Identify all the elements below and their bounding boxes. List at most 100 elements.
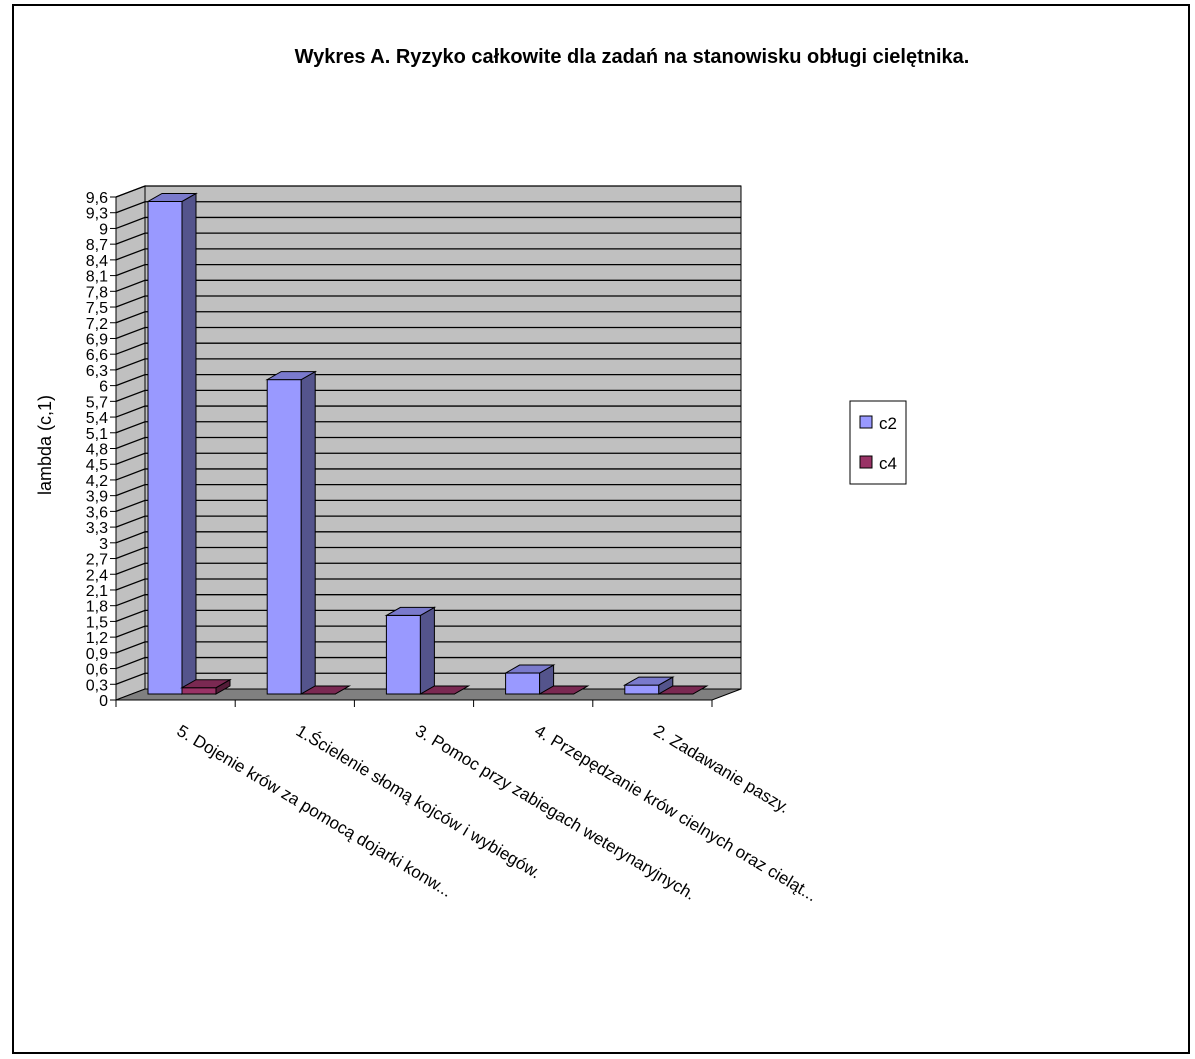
y-tick-label: 2,1 xyxy=(86,583,108,600)
legend-box xyxy=(849,400,907,485)
y-tick-label: 9,3 xyxy=(86,206,108,223)
bar-top xyxy=(180,679,232,689)
gridline xyxy=(115,405,741,418)
gridline xyxy=(115,263,741,277)
y-tick-label: 3,3 xyxy=(86,520,108,537)
gridline xyxy=(115,562,741,575)
bar-c4-3 xyxy=(418,685,471,695)
gridline xyxy=(115,342,741,355)
y-tick-label: 5,7 xyxy=(86,394,108,411)
gridline xyxy=(115,578,741,591)
y-tick-label: 8,1 xyxy=(86,269,108,286)
bar-top xyxy=(146,192,198,202)
y-tick-label: 1,2 xyxy=(86,630,108,647)
gridline xyxy=(115,326,741,340)
bar-c4-2 xyxy=(299,685,352,695)
legend-swatch-c2 xyxy=(859,415,873,429)
y-tick-label: 2,4 xyxy=(86,567,108,584)
bars xyxy=(146,192,709,695)
gridline xyxy=(115,452,741,465)
gridline xyxy=(115,515,741,528)
bar-top xyxy=(503,664,556,674)
bar-top xyxy=(384,606,437,616)
gridline xyxy=(115,531,741,544)
bar-top xyxy=(656,685,709,695)
y-tick-label: 9,6 xyxy=(86,190,108,207)
y-tick-label: 0,3 xyxy=(86,677,108,694)
y-axis-title: lambda (c,1) xyxy=(35,395,55,495)
y-tick-label: 4,8 xyxy=(86,442,108,459)
gridline xyxy=(115,201,741,214)
gridline xyxy=(115,436,741,450)
gridline xyxy=(115,656,741,670)
gridline xyxy=(115,358,741,371)
bar-c2-1 xyxy=(146,192,198,695)
legend-label-c2: c2 xyxy=(879,414,897,433)
y-tick-label: 6,3 xyxy=(86,363,108,380)
gridline xyxy=(115,625,741,638)
legend-label-c4: c4 xyxy=(879,454,897,473)
bar-front xyxy=(385,614,421,695)
gridline xyxy=(115,373,741,387)
category-label: 1.Ścielenie słomą kojców i wybiegów. xyxy=(293,721,544,882)
bar-c2-4 xyxy=(503,664,556,695)
gridline xyxy=(115,594,741,607)
y-tick-label: 9 xyxy=(99,221,108,238)
y-tick-label: 4,2 xyxy=(86,473,108,490)
y-tick-label: 7,2 xyxy=(86,316,108,333)
y-tick-label: 8,4 xyxy=(86,253,108,270)
gridline xyxy=(115,248,741,261)
y-tick-label: 3,6 xyxy=(86,504,108,521)
gridline xyxy=(115,232,741,245)
bar-c4-5 xyxy=(656,685,709,695)
bar-top xyxy=(622,676,675,686)
bar-top xyxy=(537,685,590,695)
bar-front xyxy=(624,684,660,695)
gridline xyxy=(115,421,741,434)
gridline xyxy=(115,641,741,654)
y-tick-label: 5,4 xyxy=(86,410,108,427)
legend-swatch-c4 xyxy=(859,455,873,469)
gridline xyxy=(115,311,741,324)
y-tick-label: 1,8 xyxy=(86,599,108,616)
gridline xyxy=(115,484,741,497)
axes xyxy=(110,196,713,707)
gridline xyxy=(115,499,741,512)
bar-c4-4 xyxy=(537,685,590,695)
gridline xyxy=(115,185,741,198)
bar-c2-3 xyxy=(384,606,437,695)
bar-front xyxy=(147,200,183,695)
y-tick-label: 0 xyxy=(99,693,108,710)
y-tick-label: 6,6 xyxy=(86,347,108,364)
bar-front xyxy=(181,687,217,695)
y-tick-label: 0,9 xyxy=(86,646,108,663)
y-tick-label: 7,5 xyxy=(86,300,108,317)
bar-top xyxy=(418,685,471,695)
chart-title: Wykres A. Ryzyko całkowite dla zadań na … xyxy=(295,46,970,68)
y-tick-label: 2,7 xyxy=(86,552,108,569)
y-tick-label: 7,8 xyxy=(86,284,108,301)
bar-c4-1 xyxy=(180,678,232,695)
gridline xyxy=(115,216,741,230)
gridlines xyxy=(115,185,741,685)
y-tick-label: 1,5 xyxy=(86,614,108,631)
bar-side xyxy=(300,370,316,695)
bar-top xyxy=(299,685,352,695)
legend: c2 c4 xyxy=(849,400,907,485)
category-labels: 5. Dojenie krów za pomocą dojarki konw..… xyxy=(174,721,821,905)
gridline xyxy=(115,609,741,623)
y-tick-label: 4,5 xyxy=(86,457,108,474)
bar-top xyxy=(265,371,318,381)
bar-side xyxy=(419,606,435,695)
gridline xyxy=(115,389,741,402)
y-tick-label: 8,7 xyxy=(86,237,108,254)
gridline xyxy=(115,295,741,308)
bar-c2-2 xyxy=(265,370,318,695)
gridline xyxy=(115,468,741,481)
y-tick-label: 5,1 xyxy=(86,426,108,443)
y-tick-label: 3,9 xyxy=(86,489,108,506)
y-tick-label: 3 xyxy=(99,536,108,553)
bar-c2-5 xyxy=(622,676,675,695)
y-tick-label: 6 xyxy=(99,379,108,396)
